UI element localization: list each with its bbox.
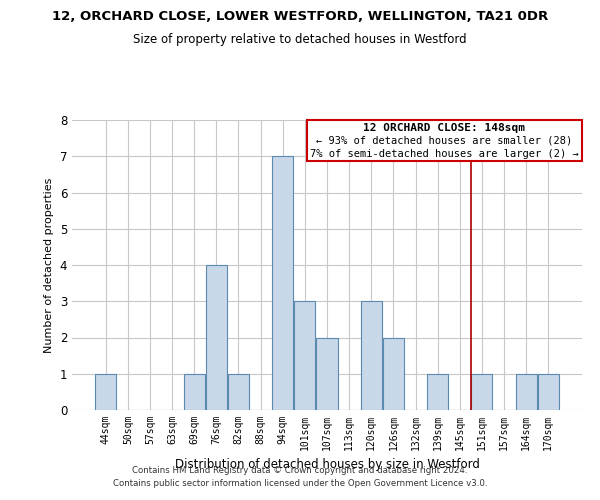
Bar [427, 374, 448, 410]
Text: 12, ORCHARD CLOSE, LOWER WESTFORD, WELLINGTON, TA21 0DR: 12, ORCHARD CLOSE, LOWER WESTFORD, WELLI… [52, 10, 548, 23]
Bar [228, 374, 249, 410]
Bar [383, 338, 404, 410]
Bar [472, 374, 493, 410]
Text: 7% of semi-detached houses are larger (2) →: 7% of semi-detached houses are larger (2… [310, 149, 578, 159]
Bar [295, 301, 316, 410]
Text: 12 ORCHARD CLOSE: 148sqm: 12 ORCHARD CLOSE: 148sqm [364, 123, 526, 133]
Bar [184, 374, 205, 410]
Bar [515, 374, 536, 410]
Text: Contains HM Land Registry data © Crown copyright and database right 2024.
Contai: Contains HM Land Registry data © Crown c… [113, 466, 487, 487]
Bar [206, 265, 227, 410]
Bar [95, 374, 116, 410]
Text: ← 93% of detached houses are smaller (28): ← 93% of detached houses are smaller (28… [316, 136, 572, 146]
X-axis label: Distribution of detached houses by size in Westford: Distribution of detached houses by size … [175, 458, 479, 471]
Text: Size of property relative to detached houses in Westford: Size of property relative to detached ho… [133, 32, 467, 46]
FancyBboxPatch shape [307, 120, 582, 160]
Y-axis label: Number of detached properties: Number of detached properties [44, 178, 54, 352]
Bar [316, 338, 338, 410]
Bar [272, 156, 293, 410]
Bar [361, 301, 382, 410]
Bar [538, 374, 559, 410]
